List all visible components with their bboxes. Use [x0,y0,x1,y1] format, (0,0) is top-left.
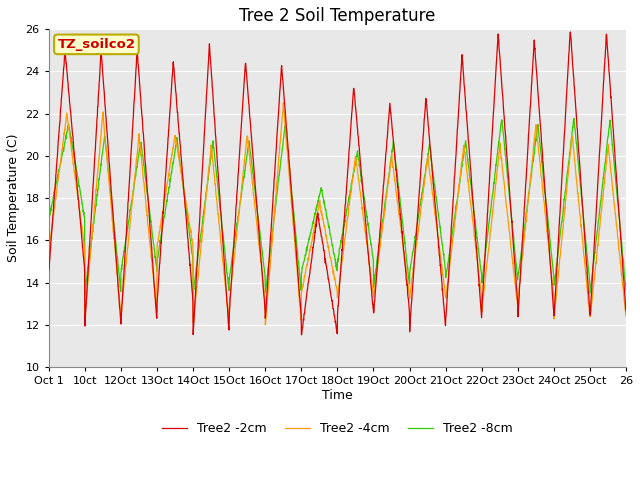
Tree2 -4cm [545,239,552,245]
Tree2 -8cm [544,218,552,224]
Tree2 -2cm [622,308,630,313]
Tree2 -2cm [102,121,110,127]
Tree2 -2cm [45,267,52,273]
Tree2 -8cm [103,151,111,157]
Tree2 -8cm [570,116,578,121]
Tree2 -2cm [566,29,574,35]
Tree2 -4cm [614,239,622,244]
Tree2 -8cm [511,253,519,259]
Text: TZ_soilco2: TZ_soilco2 [58,38,136,51]
Tree2 -2cm [544,231,552,237]
X-axis label: Time: Time [322,389,353,402]
Tree2 -4cm [102,151,110,156]
Line: Tree2 -4cm: Tree2 -4cm [49,103,626,325]
Tree2 -4cm [512,287,520,293]
Tree2 -4cm [372,270,380,276]
Tree2 -2cm [511,270,519,276]
Tree2 -4cm [622,313,630,319]
Y-axis label: Soil Temperature (C): Soil Temperature (C) [7,134,20,263]
Tree2 -8cm [81,292,89,298]
Tree2 -4cm [262,322,269,328]
Tree2 -2cm [372,276,380,281]
Tree2 -8cm [227,263,235,269]
Tree2 -2cm [614,199,622,205]
Tree2 -2cm [298,332,305,338]
Tree2 -8cm [45,217,52,223]
Tree2 -4cm [227,285,235,291]
Title: Tree 2 Soil Temperature: Tree 2 Soil Temperature [239,7,436,25]
Line: Tree2 -2cm: Tree2 -2cm [49,32,626,335]
Tree2 -4cm [280,100,287,106]
Tree2 -4cm [45,249,52,255]
Line: Tree2 -8cm: Tree2 -8cm [49,119,626,295]
Tree2 -8cm [372,265,380,271]
Tree2 -2cm [227,283,235,288]
Legend: Tree2 -2cm, Tree2 -4cm, Tree2 -8cm: Tree2 -2cm, Tree2 -4cm, Tree2 -8cm [157,417,518,440]
Tree2 -8cm [614,205,622,211]
Tree2 -8cm [622,287,630,293]
